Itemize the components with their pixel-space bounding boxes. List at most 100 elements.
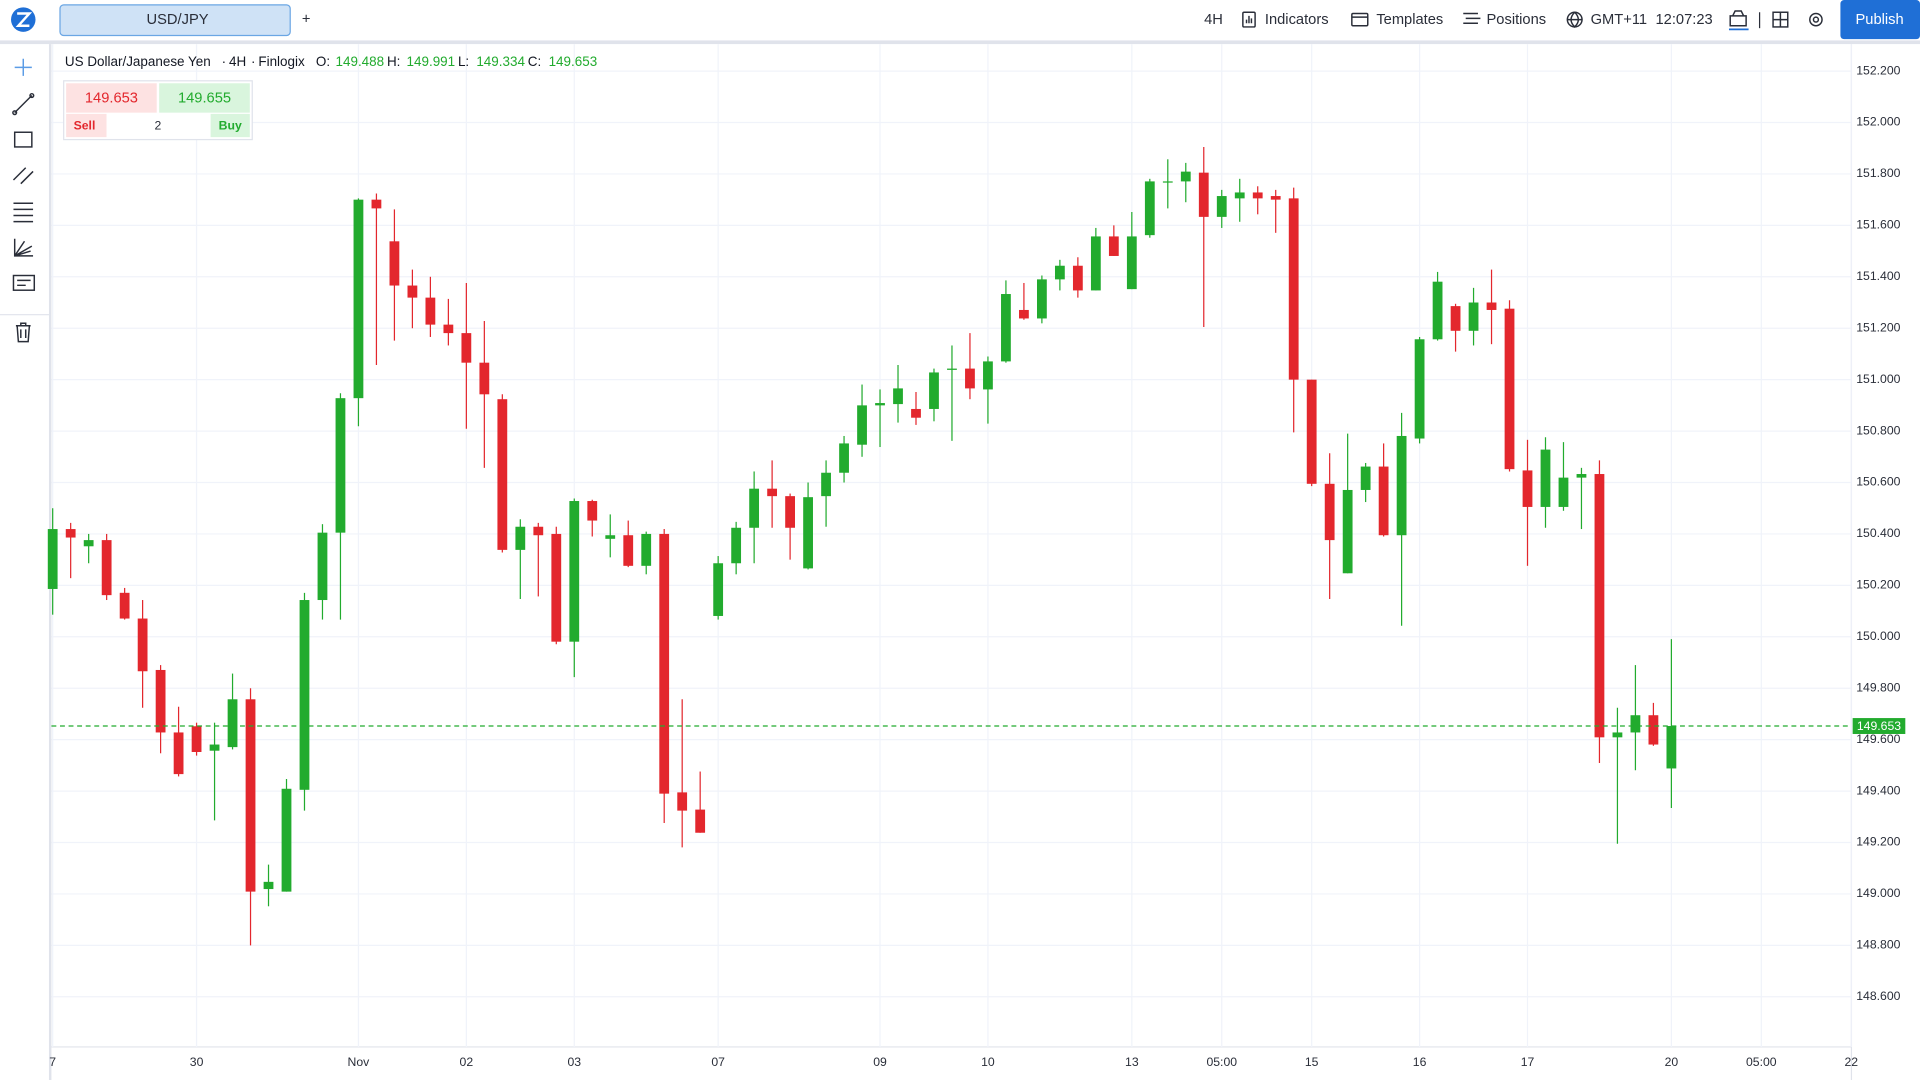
x-tick-label: 10 (981, 1055, 995, 1069)
candle-body (227, 699, 238, 748)
y-tick-label: 151.600 (1856, 218, 1900, 232)
text-tool[interactable] (17, 279, 31, 287)
indicators-button[interactable]: Indicators (1265, 12, 1329, 28)
symbol-button[interactable]: USD/JPY (59, 4, 291, 37)
symbol-button[interactable] (59, 4, 291, 37)
legend-low: 149.334 (476, 54, 525, 69)
x-tick-label: 16 (1413, 1055, 1427, 1069)
positions-button[interactable]: Positions (1487, 12, 1547, 28)
text-tool[interactable] (12, 274, 36, 291)
layout-button[interactable] (1773, 12, 1788, 27)
candle-body (1216, 196, 1227, 217)
positions-button[interactable]: Positions (1463, 12, 1546, 28)
templates-button[interactable]: Templates (1376, 12, 1443, 28)
market-icon[interactable] (1729, 10, 1747, 27)
candle-body (1540, 449, 1551, 507)
settings-button[interactable] (1809, 12, 1823, 27)
layout-button[interactable] (1772, 11, 1789, 28)
delete-tool[interactable] (15, 322, 31, 343)
buy-button[interactable]: 149.655 Buy (159, 83, 250, 138)
x-tick-label: 17 (1521, 1055, 1535, 1069)
rectangle-tool[interactable] (13, 131, 33, 148)
candle-body (1108, 236, 1119, 256)
timezone-button[interactable]: GMT+11 (1566, 11, 1647, 28)
add-tab[interactable]: + (302, 11, 311, 27)
trendline-tool[interactable] (29, 92, 35, 99)
sell-button[interactable] (66, 113, 107, 138)
y-tick-label: 152.200 (1856, 63, 1900, 77)
quantity-input[interactable]: 2 (155, 118, 162, 132)
candle-body (497, 399, 508, 550)
y-tick-label: 150.400 (1856, 526, 1900, 540)
buy-button[interactable]: 149.655 (178, 90, 231, 106)
y-tick-label: 149.800 (1856, 680, 1900, 694)
publish-button[interactable]: Publish (1840, 0, 1920, 40)
logo[interactable] (11, 7, 36, 32)
channel-tool[interactable] (12, 167, 34, 185)
candle-body (137, 618, 148, 672)
buy-button[interactable] (159, 83, 250, 113)
candle-body (515, 526, 526, 550)
candle-body (47, 529, 58, 589)
candle-body (155, 669, 166, 733)
trendline-tool[interactable] (12, 92, 35, 116)
y-tick-label: 150.600 (1856, 475, 1900, 489)
candle-body (695, 809, 706, 833)
sell-button[interactable]: 149.653 (85, 90, 138, 106)
logo[interactable] (15, 12, 33, 27)
timezone-button[interactable] (1567, 11, 1583, 28)
x-tick-label: 05:00 (1746, 1055, 1777, 1069)
market-icon[interactable] (1728, 10, 1749, 31)
y-tick-label: 149.200 (1856, 835, 1900, 849)
trendline-tool[interactable] (14, 94, 33, 114)
gann-tool[interactable] (13, 238, 34, 257)
legend-interval: 4H (229, 54, 246, 69)
sell-button[interactable]: 149.653 Sell (66, 83, 157, 138)
settings-button[interactable] (1812, 16, 1820, 23)
x-tick-label: 30 (190, 1055, 204, 1069)
trendline-tool[interactable] (12, 110, 18, 116)
crosshair-tool[interactable] (14, 58, 32, 76)
crosshair-tool[interactable] (14, 58, 32, 76)
candle-body (605, 535, 616, 539)
y-tick-label: 150.200 (1856, 578, 1900, 592)
legend-open-label: O: (316, 54, 330, 69)
candle-body (1252, 192, 1263, 199)
buy-button[interactable] (210, 113, 250, 138)
templates-button[interactable]: Templates (1351, 12, 1443, 28)
y-tick-label: 150.800 (1856, 423, 1900, 437)
publish-button[interactable] (1840, 0, 1920, 40)
positions-button[interactable] (1463, 12, 1481, 25)
text-tool[interactable] (12, 274, 36, 291)
sell-button[interactable] (66, 83, 157, 113)
timezone-button[interactable]: GMT+11 (1591, 12, 1647, 28)
candle-body (875, 403, 885, 406)
indicators-button[interactable]: Indicators (1242, 11, 1329, 28)
buy-button[interactable]: Buy (219, 118, 242, 132)
candle-body (209, 744, 220, 751)
templates-button[interactable] (1351, 12, 1369, 27)
fib-tool[interactable] (13, 202, 34, 223)
candle-body (857, 405, 867, 445)
rectangle-tool[interactable] (13, 131, 33, 148)
indicators-button[interactable] (1245, 15, 1253, 24)
fib-tool[interactable] (13, 202, 34, 223)
candle-body (1324, 483, 1335, 541)
candle-body (1648, 715, 1659, 745)
candle-body (623, 535, 634, 566)
candle-body (1558, 477, 1569, 507)
interval[interactable]: 4H (1204, 12, 1223, 28)
indicators-button[interactable] (1242, 11, 1256, 28)
candle-body (767, 488, 778, 497)
settings-button[interactable] (1809, 12, 1823, 27)
symbol-button[interactable]: USD/JPY (147, 12, 209, 28)
delete-tool[interactable] (15, 322, 31, 343)
sell-button[interactable]: Sell (74, 118, 96, 132)
channel-tool[interactable] (12, 167, 34, 185)
candle-body (1486, 302, 1497, 310)
candle-body (1270, 196, 1281, 200)
gann-tool[interactable] (13, 238, 34, 257)
x-tick-label: 13 (1125, 1055, 1139, 1069)
publish-button[interactable]: Publish (1856, 12, 1904, 28)
y-tick-label: 151.200 (1856, 320, 1900, 334)
